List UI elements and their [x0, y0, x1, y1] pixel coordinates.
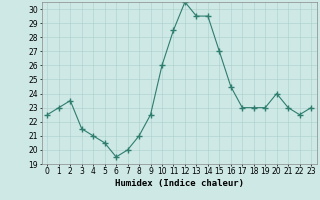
- X-axis label: Humidex (Indice chaleur): Humidex (Indice chaleur): [115, 179, 244, 188]
